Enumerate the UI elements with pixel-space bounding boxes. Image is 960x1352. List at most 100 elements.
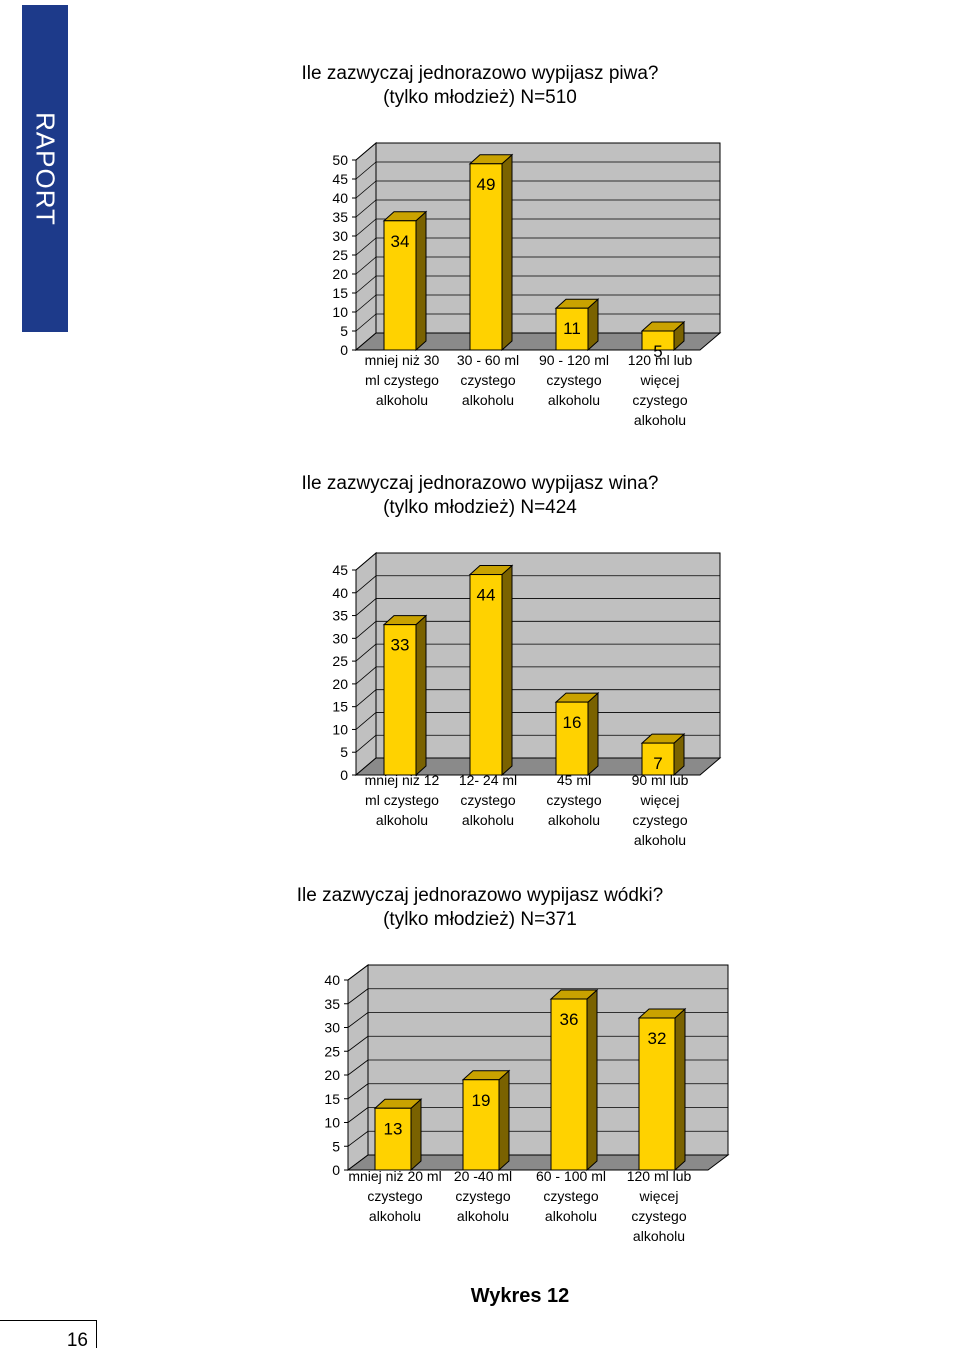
footer-rule	[0, 1320, 96, 1321]
y-tick-label: 35	[332, 608, 348, 624]
data-label: 44	[477, 586, 496, 605]
gridline-side	[355, 643, 377, 662]
y-tick-label: 20	[332, 676, 348, 692]
bar-side	[498, 1069, 510, 1172]
bar-side	[410, 1098, 422, 1172]
y-tick-label: 45	[332, 562, 348, 578]
bar-side	[587, 691, 599, 777]
category-label: 120 ml lub więcej czystego alkoholu	[628, 352, 693, 428]
y-tick-label: 25	[324, 1043, 340, 1059]
chart-1-plot: 0 5 10 15 20 25 30 35 40 45 50 34 mniej niż 30 ml czy…	[332, 141, 722, 428]
y-tick-label: 15	[332, 699, 348, 715]
gridline-side	[347, 1012, 369, 1028]
y-tick-label: 35	[332, 209, 348, 225]
gridline-side	[355, 712, 377, 730]
category-label: 45 ml czystego alkoholu	[546, 772, 601, 828]
gridline-side	[347, 1083, 369, 1100]
bar	[638, 1017, 676, 1171]
y-tick-label: 5	[332, 1138, 340, 1154]
bar	[469, 574, 503, 776]
side-wall	[355, 551, 377, 777]
gridline-side	[355, 552, 377, 571]
y-tick-label: 40	[324, 972, 340, 988]
gridline-side	[355, 598, 377, 616]
bar	[462, 1079, 500, 1171]
chart-1-title-line2: (tylko młodzież) N=510	[383, 87, 577, 108]
gridline-side	[347, 988, 369, 1005]
gridline-side	[355, 313, 377, 332]
y-tick-label: 10	[332, 721, 348, 737]
y-tick-label: 20	[332, 266, 348, 282]
y-tick-label: 5	[340, 323, 348, 339]
category-label: 20 -40 ml czystego alkoholu	[454, 1168, 512, 1224]
gridline-side	[347, 1130, 369, 1147]
gridline-side	[355, 218, 377, 237]
side-tab: RAPORT	[22, 5, 68, 332]
y-tick-label: 40	[332, 190, 348, 206]
category-label: 120 ml lub więcej czystego alkoholu	[627, 1168, 692, 1244]
y-tick-label: 30	[324, 1020, 340, 1036]
data-label: 32	[648, 1029, 667, 1048]
gridline-side	[355, 180, 377, 199]
footer-divider	[96, 1320, 97, 1348]
y-tick-label: 0	[340, 767, 348, 783]
data-label: 16	[563, 713, 582, 732]
category-label: mniej niż 30 ml czystego alkoholu	[365, 352, 440, 408]
data-label: 33	[391, 636, 410, 655]
category-label: mniej niż 12 ml czystego alkoholu	[365, 772, 440, 828]
gridline-side	[347, 1107, 369, 1123]
y-tick-label: 30	[332, 228, 348, 244]
bar	[555, 701, 589, 776]
bar-side	[415, 210, 427, 352]
bar	[374, 1107, 412, 1171]
gridline-side	[355, 256, 377, 275]
chart-3-plot: 0 5 10 15 20 25 30 35 40 13 mniej niż 20 ml czysteg…	[324, 964, 730, 1244]
category-label: 30 - 60 ml czystego alkoholu	[457, 352, 519, 408]
y-tick-label: 50	[332, 152, 348, 168]
bar	[383, 624, 417, 776]
chart-2-title-line1: Ile zazwyczaj jednorazowo wypijasz wina?	[301, 473, 659, 494]
y-tick-label: 45	[332, 171, 348, 187]
category-label: mniej niż 20 ml czystego alkoholu	[348, 1168, 441, 1224]
chart-2-title-line2: (tylko młodzież) N=424	[383, 497, 577, 518]
gridline-side	[355, 199, 377, 218]
data-label: 13	[384, 1119, 403, 1138]
gridline-side	[347, 1035, 369, 1052]
chart-1-title-line1: Ile zazwyczaj jednorazowo wypijasz piwa?	[301, 63, 659, 84]
data-label: 36	[560, 1010, 579, 1029]
gridline-side	[347, 1059, 369, 1076]
y-tick-label: 30	[332, 630, 348, 646]
category-label: 90 - 120 ml czystego alkoholu	[539, 352, 609, 408]
bar	[641, 330, 675, 351]
chart-3-title-line2: (tylko młodzież) N=371	[383, 909, 577, 930]
data-label: 49	[477, 175, 496, 194]
bar	[641, 742, 675, 776]
chart-3-title-line1: Ile zazwyczaj jednorazowo wypijasz wódki…	[296, 885, 664, 906]
back-wall	[375, 552, 721, 759]
chart-2-title: Ile zazwyczaj jednorazowo wypijasz wina?…	[270, 472, 690, 520]
category-label: 90 ml lub więcej czystego alkoholu	[632, 772, 689, 848]
y-tick-label: 5	[340, 744, 348, 760]
data-label: 11	[563, 319, 581, 338]
y-tick-label: 0	[340, 342, 348, 358]
gridline-side	[347, 964, 369, 981]
gridline-side	[355, 734, 377, 753]
y-tick-label: 10	[332, 304, 348, 320]
bar-side	[415, 614, 427, 777]
bar-side	[586, 988, 598, 1172]
category-label: 12- 24 ml czystego alkoholu	[459, 772, 517, 828]
bar	[555, 307, 589, 351]
gridline-side	[355, 142, 377, 161]
chart-2-plot: 0 5 10 15 20 25 30 35 40 45 33 mniej niż 12 ml czyst…	[332, 551, 722, 848]
gridline-side	[355, 575, 377, 594]
gridline-side	[355, 237, 377, 256]
y-tick-label: 15	[332, 285, 348, 301]
bar	[469, 163, 503, 351]
page-number: 16	[66, 1330, 88, 1351]
gridline-side	[355, 666, 377, 685]
gridline-side	[355, 161, 377, 180]
y-tick-label: 15	[324, 1091, 340, 1107]
gridline-side	[355, 275, 377, 294]
bar-side	[501, 153, 513, 352]
bar	[550, 998, 588, 1171]
